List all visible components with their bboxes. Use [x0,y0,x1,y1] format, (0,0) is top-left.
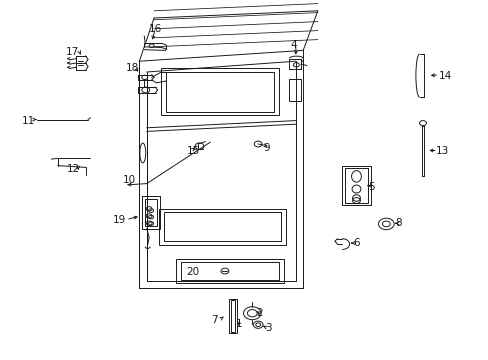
Bar [228,299,236,333]
Text: 10: 10 [123,175,136,185]
Bar [230,300,234,332]
Text: 17: 17 [65,47,79,57]
Text: 14: 14 [437,71,451,81]
Text: 15: 15 [186,146,200,156]
Text: 19: 19 [113,215,126,225]
Text: 18: 18 [125,63,139,73]
Bar [142,196,160,229]
Text: 2: 2 [255,308,262,318]
Text: 12: 12 [66,164,80,174]
Text: 7: 7 [210,315,217,325]
Bar [181,262,278,280]
Bar [166,72,273,112]
Text: 11: 11 [21,116,35,126]
Bar [144,199,157,226]
Text: 13: 13 [435,146,448,156]
Text: 8: 8 [394,218,401,228]
Text: 4: 4 [289,40,296,50]
Text: 16: 16 [148,24,162,34]
Bar [163,212,281,241]
Bar [161,68,278,115]
Bar [345,168,367,203]
Bar [176,259,283,283]
Bar [342,166,370,205]
Bar [288,79,300,101]
Bar [159,209,285,245]
Text: 5: 5 [367,182,374,192]
Text: 6: 6 [353,238,360,248]
Text: 1: 1 [235,319,242,329]
Text: 3: 3 [264,323,271,333]
Text: 20: 20 [186,267,199,277]
Text: 9: 9 [263,143,269,153]
